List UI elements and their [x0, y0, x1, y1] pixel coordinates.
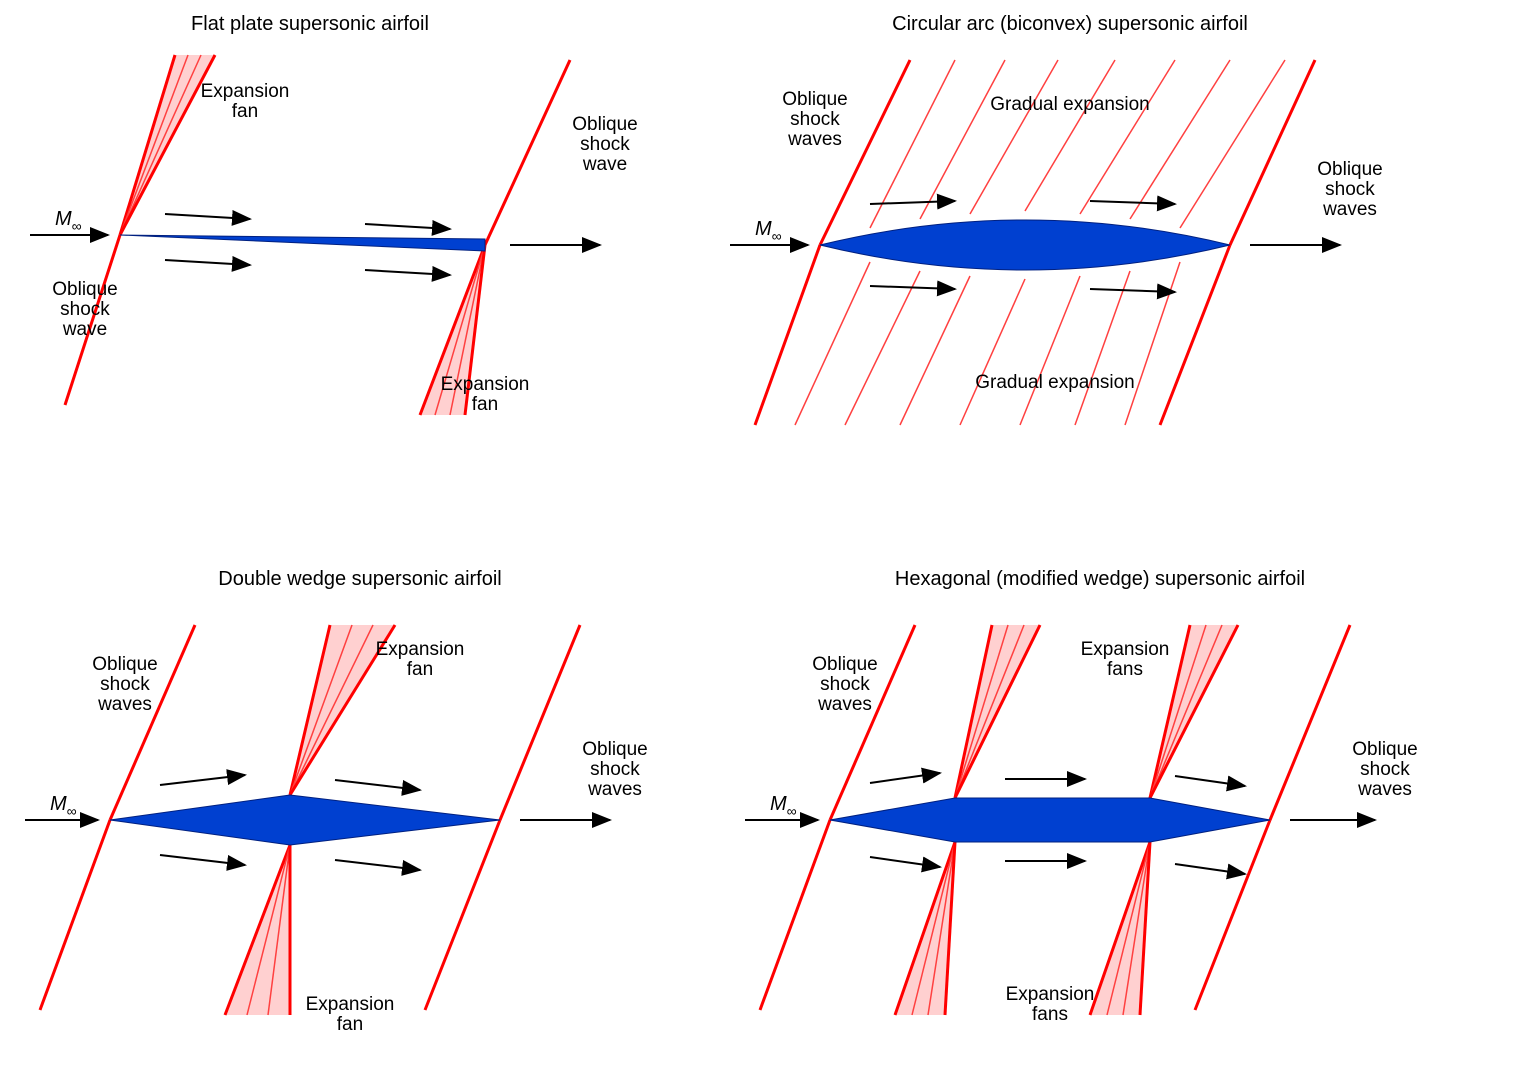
shock-line: [820, 60, 910, 245]
svg-text:Expansionfan: Expansionfan: [376, 639, 465, 680]
svg-text:Gradual expansion: Gradual expansion: [975, 372, 1135, 393]
svg-text:Obliqueshockwaves: Obliqueshockwaves: [812, 654, 878, 715]
expansion-fan: [895, 842, 955, 1015]
airfoil-diagram: Flat plate supersonic airfoil: [0, 0, 1536, 1085]
svg-text:Expansionfans: Expansionfans: [1006, 984, 1095, 1025]
shock-line: [1270, 625, 1350, 820]
panel-double-wedge: Double wedge supersonic airfoil: [25, 568, 648, 1035]
shock-line: [760, 820, 830, 1010]
svg-text:Gradual expansion: Gradual expansion: [990, 94, 1150, 115]
shock-line: [500, 625, 580, 820]
svg-text:Obliqueshockwave: Obliqueshockwave: [52, 279, 118, 340]
label-group: Expansionfan Obliqueshockwave Obliquesho…: [52, 81, 638, 415]
title-double-wedge: Double wedge supersonic airfoil: [218, 568, 502, 590]
gradual-expansion-bottom: [795, 262, 1180, 425]
svg-text:Obliqueshockwaves: Obliqueshockwaves: [582, 739, 648, 800]
svg-text:Expansionfan: Expansionfan: [201, 81, 290, 122]
mach-label: M∞: [755, 218, 782, 244]
label-group: Obliqueshockwaves Expansionfan Obliquesh…: [92, 639, 648, 1035]
expansion-fan: [955, 625, 1040, 798]
svg-text:Expansionfan: Expansionfan: [306, 994, 395, 1035]
svg-text:Obliqueshockwave: Obliqueshockwave: [572, 114, 638, 175]
svg-text:Obliqueshockwaves: Obliqueshockwaves: [782, 89, 848, 150]
airfoil-biconvex: [820, 220, 1230, 270]
svg-text:Obliqueshockwaves: Obliqueshockwaves: [1317, 159, 1383, 220]
mach-label: M∞: [55, 208, 82, 234]
airfoil-hexagonal: [830, 798, 1270, 842]
svg-text:Obliqueshockwaves: Obliqueshockwaves: [1352, 739, 1418, 800]
mach-label: M∞: [770, 793, 797, 819]
title-flat-plate: Flat plate supersonic airfoil: [191, 13, 429, 35]
shock-line: [755, 245, 820, 425]
shock-line: [425, 820, 500, 1010]
shock-line: [1195, 820, 1270, 1010]
panel-hexagonal: Hexagonal (modified wedge) supersonic ai…: [745, 568, 1418, 1025]
panel-flat-plate: Flat plate supersonic airfoil: [30, 13, 638, 415]
expansion-fan: [225, 845, 290, 1015]
panel-biconvex: Circular arc (biconvex) supersonic airfo…: [730, 13, 1383, 425]
shock-line: [1160, 245, 1230, 425]
shock-line: [40, 820, 110, 1010]
airfoil-flat-plate: [120, 235, 485, 251]
svg-text:Expansionfans: Expansionfans: [1081, 639, 1170, 680]
title-biconvex: Circular arc (biconvex) supersonic airfo…: [892, 13, 1248, 35]
mach-label: M∞: [50, 793, 77, 819]
shock-line: [1230, 60, 1315, 245]
airfoil-double-wedge: [110, 795, 500, 845]
svg-text:Obliqueshockwaves: Obliqueshockwaves: [92, 654, 158, 715]
title-hexagonal: Hexagonal (modified wedge) supersonic ai…: [895, 568, 1305, 590]
expansion-fan: [1090, 842, 1150, 1015]
shock-line: [485, 60, 570, 245]
